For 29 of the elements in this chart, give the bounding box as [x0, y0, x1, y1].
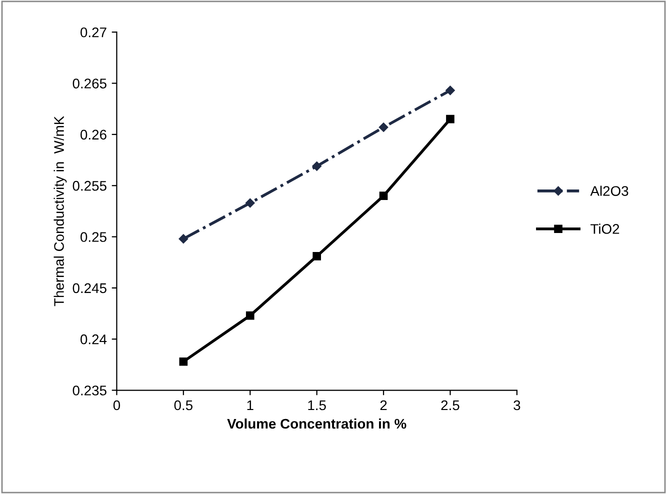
x-tick-label: 0.5	[174, 400, 192, 410]
point	[246, 311, 254, 320]
x-tick-label: 3	[514, 400, 520, 410]
y-tick-label: 0.245	[72, 283, 106, 294]
x-tick-label: 1.5	[308, 400, 326, 410]
legend-label: Al2O3	[590, 186, 628, 196]
y-axis-title: Thermal Conductivity in W/mK	[54, 116, 67, 306]
point	[446, 114, 454, 124]
x-tick-label: 2	[380, 400, 387, 410]
point	[378, 122, 388, 132]
y-tick-label: 0.265	[72, 78, 106, 88]
x-tick-label: 1	[247, 400, 254, 410]
point	[178, 234, 188, 244]
point	[179, 357, 188, 366]
y-tick-label: 0.26	[80, 130, 106, 140]
y-tick-label: 0.25	[80, 232, 106, 242]
x-tick-label: 2.5	[441, 400, 460, 410]
point	[446, 86, 455, 96]
y-tick-label: 0.24	[80, 334, 107, 344]
y-tick-label: 0.27	[80, 27, 106, 38]
point	[379, 192, 388, 200]
x-tick-label: 0	[113, 400, 120, 410]
x-axis-title: Volume Concentration in %	[227, 418, 406, 429]
point	[246, 198, 255, 208]
point	[312, 252, 321, 260]
y-tick-label: 0.255	[72, 180, 106, 191]
y-tick-label: 0.235	[72, 386, 106, 396]
legend-label: TiO2	[590, 224, 620, 234]
point	[312, 162, 322, 171]
